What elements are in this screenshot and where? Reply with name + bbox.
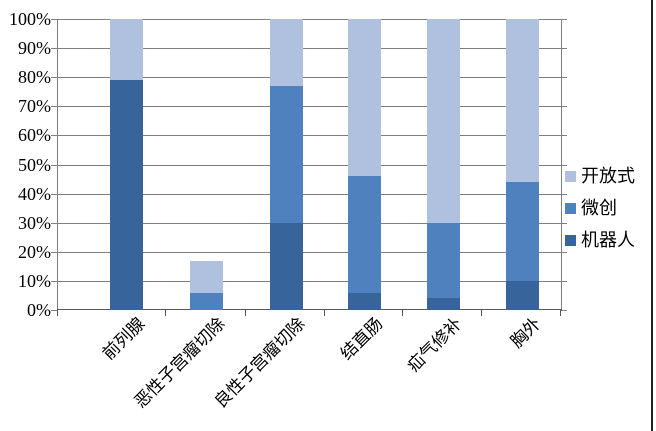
x-axis-tick bbox=[57, 310, 58, 316]
x-axis-tick bbox=[402, 310, 403, 316]
bar-segment-open bbox=[270, 19, 303, 86]
y-axis-tick-label: 80% bbox=[18, 67, 51, 88]
bar-segment-open bbox=[110, 19, 143, 81]
bar-segment-robot bbox=[427, 298, 460, 310]
legend-label-minimally-invasive: 微创 bbox=[581, 198, 617, 218]
y-axis-tick-label: 0% bbox=[27, 300, 51, 320]
bar-segment-minimally-invasive bbox=[427, 222, 460, 299]
y-axis-tick bbox=[561, 252, 567, 253]
legend: 开放式 微创 机器人 bbox=[565, 166, 635, 262]
y-axis-tick bbox=[51, 165, 57, 166]
legend-item-open: 开放式 bbox=[565, 166, 635, 186]
bar-4 bbox=[348, 19, 381, 310]
y-axis-tick bbox=[51, 106, 57, 107]
y-axis-tick bbox=[51, 194, 57, 195]
gridline bbox=[58, 165, 561, 166]
bar-segment-robot bbox=[506, 280, 539, 310]
y-axis-tick-label: 40% bbox=[18, 183, 51, 204]
gridline bbox=[58, 252, 561, 253]
bar-5 bbox=[427, 19, 460, 310]
bar-segment-open bbox=[190, 260, 223, 293]
x-axis-tick bbox=[165, 310, 166, 316]
bar-segment-robot bbox=[348, 292, 381, 310]
y-axis-tick-label: 90% bbox=[18, 38, 51, 59]
bar-2 bbox=[190, 19, 223, 310]
gridline bbox=[58, 48, 561, 49]
y-axis-tick bbox=[561, 194, 567, 195]
gridline bbox=[58, 19, 561, 20]
gridline bbox=[58, 223, 561, 224]
plot-area bbox=[57, 19, 562, 310]
y-axis-tick-label: 30% bbox=[18, 212, 51, 233]
bar-segment-robot bbox=[110, 80, 143, 310]
y-axis-tick bbox=[51, 19, 57, 20]
y-axis-tick bbox=[51, 77, 57, 78]
x-axis-tick bbox=[245, 310, 246, 316]
bar-segment-minimally-invasive bbox=[190, 292, 223, 310]
x-axis-tick bbox=[560, 310, 561, 316]
y-axis-tick bbox=[51, 310, 57, 311]
y-axis-tick-label: 100% bbox=[9, 9, 51, 29]
legend-swatch-open-icon bbox=[565, 170, 576, 182]
y-axis-tick bbox=[51, 48, 57, 49]
legend-swatch-robot-icon bbox=[565, 234, 576, 246]
y-axis-tick bbox=[561, 19, 567, 20]
bar-segment-minimally-invasive bbox=[270, 85, 303, 223]
bar-segment-minimally-invasive bbox=[348, 176, 381, 293]
legend-label-robot: 机器人 bbox=[581, 230, 635, 250]
y-axis-tick bbox=[561, 165, 567, 166]
y-axis-tick bbox=[51, 135, 57, 136]
gridline bbox=[58, 281, 561, 282]
bar-segment-open bbox=[506, 19, 539, 182]
legend-swatch-minimally-invasive-icon bbox=[565, 202, 576, 214]
y-axis-tick bbox=[561, 281, 567, 282]
bar-segment-open bbox=[348, 19, 381, 177]
y-axis-tick-label: 20% bbox=[18, 241, 51, 262]
legend-label-open: 开放式 bbox=[581, 166, 635, 186]
y-axis-tick-label: 70% bbox=[18, 96, 51, 117]
bar-3 bbox=[270, 19, 303, 310]
gridline bbox=[58, 106, 561, 107]
y-axis-tick bbox=[561, 223, 567, 224]
y-axis-tick bbox=[51, 252, 57, 253]
legend-item-minimally-invasive: 微创 bbox=[565, 198, 635, 218]
y-axis-tick bbox=[561, 310, 567, 311]
y-axis-tick bbox=[51, 281, 57, 282]
legend-item-robot: 机器人 bbox=[565, 230, 635, 250]
y-axis-tick bbox=[51, 223, 57, 224]
bar-1 bbox=[110, 19, 143, 310]
y-axis-tick bbox=[561, 135, 567, 136]
y-axis-tick bbox=[561, 106, 567, 107]
gridline bbox=[58, 77, 561, 78]
y-axis-tick-label: 10% bbox=[18, 270, 51, 291]
gridline bbox=[58, 194, 561, 195]
y-axis-tick-label: 60% bbox=[18, 125, 51, 146]
bar-segment-minimally-invasive bbox=[506, 181, 539, 281]
bar-6 bbox=[506, 19, 539, 310]
x-axis-line bbox=[57, 309, 562, 310]
x-axis-tick bbox=[324, 310, 325, 316]
right-edge-line bbox=[651, 0, 653, 431]
y-axis-tick bbox=[561, 77, 567, 78]
gridline bbox=[58, 135, 561, 136]
bar-segment-robot bbox=[270, 222, 303, 310]
y-axis-tick bbox=[561, 48, 567, 49]
bar-segment-open bbox=[427, 19, 460, 223]
x-axis-tick bbox=[481, 310, 482, 316]
y-axis-tick-label: 50% bbox=[18, 154, 51, 175]
